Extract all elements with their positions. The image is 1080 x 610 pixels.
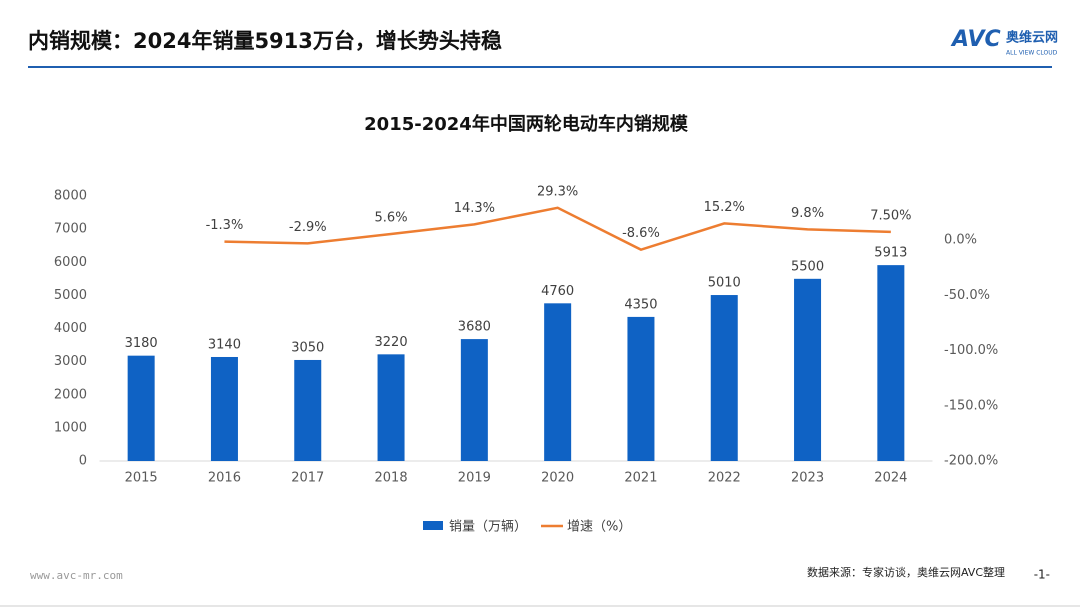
line-value-label: 14.3% [454,201,495,216]
y-tick-label: 6000 [54,255,87,270]
bar-value-label: 3680 [458,320,491,335]
y2-tick-label: 0.0% [944,233,977,248]
y-tick-label: 1000 [54,420,87,435]
bar-value-label: 5500 [791,259,824,274]
logo-cn: 奥维云网 [1006,30,1058,46]
bar-value-label: 3050 [291,340,324,355]
legend-label: 增速（%） [567,520,631,535]
line-value-label: 7.50% [870,208,911,223]
y-tick-label: 3000 [54,354,87,369]
y2-tick-label: -100.0% [944,343,998,358]
bar [627,316,655,461]
x-tick-label: 2020 [541,471,574,486]
y-tick-label: 0 [79,454,87,469]
y2-tick-label: -200.0% [944,454,998,469]
line-value-label: -2.9% [289,220,327,235]
bar-value-label: 3140 [208,337,241,352]
x-tick-label: 2016 [208,471,241,486]
line-value-label: -8.6% [622,226,660,241]
bar [794,278,822,461]
growth-line [224,206,891,252]
line-value-label: 9.8% [791,206,824,221]
y2-tick-label: -150.0% [944,398,998,413]
bar-value-label: 5913 [874,246,907,261]
y-tick-label: 4000 [54,321,87,336]
x-tick-label: 2018 [375,471,408,486]
bar [127,355,155,461]
bar-value-label: 5010 [708,276,741,291]
page-number: -1- [1034,568,1050,582]
x-tick-label: 2019 [458,471,491,486]
line-value-label: 15.2% [704,200,745,215]
x-tick-label: 2015 [125,471,158,486]
bar [377,354,405,461]
x-tick-label: 2024 [874,471,907,486]
bar [877,265,905,461]
line-value-label: -1.3% [206,218,244,233]
line-value-label: 5.6% [375,210,408,225]
bar-value-label: 3180 [125,336,158,351]
chart-title: 2015-2024年中国两轮电动车内销规模 [364,113,689,135]
footer-site: www.avc-mr.com [30,569,123,582]
bar-value-label: 4760 [541,284,574,299]
x-tick-label: 2021 [624,471,657,486]
y-tick-label: 2000 [54,387,87,402]
bar [710,295,738,461]
y-tick-label: 5000 [54,288,87,303]
y-tick-label: 8000 [54,189,87,204]
logo: AVC [950,27,1001,52]
x-tick-label: 2023 [791,471,824,486]
legend-swatch [423,521,443,530]
line-value-label: 29.3% [537,184,578,199]
y-tick-label: 7000 [54,222,87,237]
bar-value-label: 4350 [624,297,657,312]
y2-tick-label: -50.0% [944,288,990,303]
x-tick-label: 2022 [708,471,741,486]
bar [294,359,322,461]
bar-value-label: 3220 [375,335,408,350]
logo-en: ALL VIEW CLOUD [1006,50,1058,57]
legend-label: 销量（万辆） [449,520,527,535]
bar [544,303,572,461]
header-title: 内销规模：2024年销量5913万台，增长势头持稳 [28,29,502,53]
x-tick-label: 2017 [291,471,324,486]
bar [210,356,238,461]
footer-source: 数据来源：专家访谈，奥维云网AVC整理 [807,565,1005,579]
bar [460,339,488,461]
